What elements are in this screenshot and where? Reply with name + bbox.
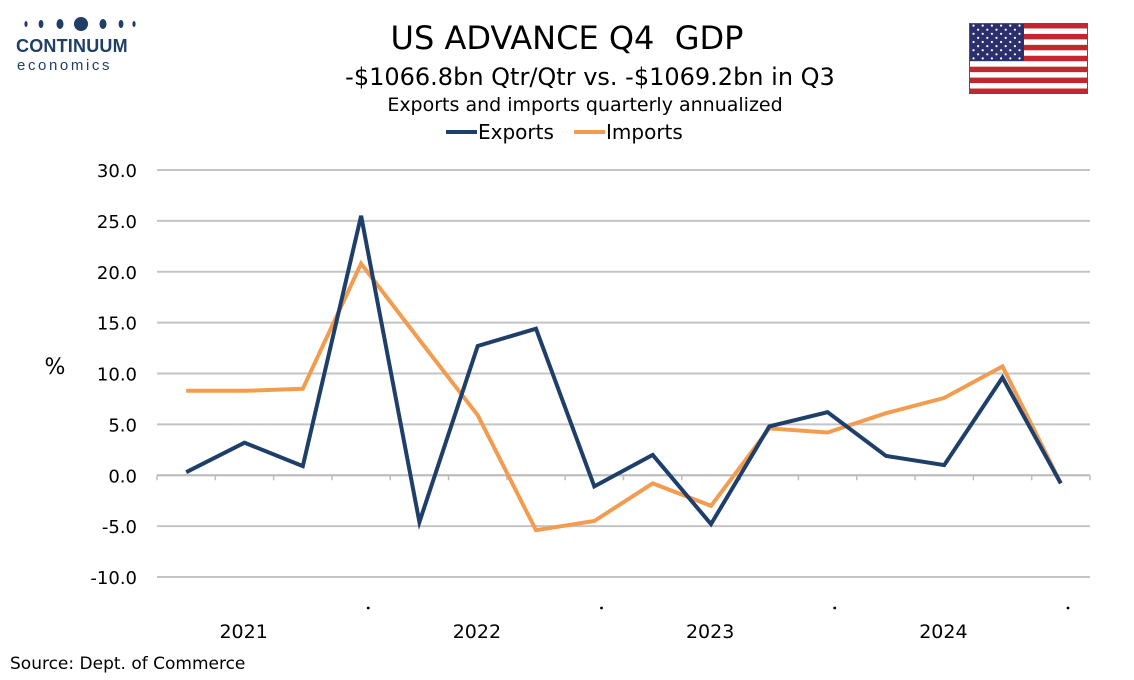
y-tick-label: -5.0 (102, 517, 137, 538)
y-tick-label: 25.0 (97, 212, 137, 233)
series-line-exports (185, 215, 1063, 531)
y-tick-label: 0.0 (108, 466, 137, 487)
year-separator-mark (366, 606, 370, 610)
x-year-label: 2024 (919, 621, 967, 643)
y-tick-label: 20.0 (97, 263, 137, 284)
source-note: Source: Dept. of Commerce (10, 654, 246, 674)
logo-dots-icon (24, 17, 136, 31)
y-axis-label: % (45, 355, 66, 380)
x-year-label: 2022 (453, 621, 501, 643)
y-tick-label: -10.0 (90, 568, 137, 589)
y-tick-label: 5.0 (108, 415, 137, 436)
legend-label-exports: Exports (478, 120, 554, 144)
y-tick-label: 15.0 (97, 314, 137, 335)
continuum-economics-logo: CONTINUUM economics (12, 14, 142, 76)
chart-subtitle: -$1066.8bn Qtr/Qtr vs. -$1069.2bn in Q3 (345, 63, 835, 91)
year-separator-mark (600, 606, 603, 610)
chart-subtitle-secondary: Exports and imports quarterly annualized (387, 94, 783, 116)
us-flag-icon (969, 23, 1088, 94)
logo-name: CONTINUUM (16, 36, 128, 56)
year-separator-mark (833, 606, 837, 610)
x-year-label: 2021 (219, 621, 267, 643)
series-line-imports (186, 259, 1063, 533)
legend-label-imports: Imports (606, 120, 683, 144)
logo-subtitle: economics (17, 57, 113, 74)
y-tick-label: 10.0 (97, 365, 137, 386)
year-separator-mark (1066, 606, 1070, 610)
x-year-label: 2023 (686, 621, 734, 643)
chart-title: US ADVANCE Q4 GDP (390, 19, 744, 57)
y-tick-label: 30.0 (97, 161, 137, 182)
